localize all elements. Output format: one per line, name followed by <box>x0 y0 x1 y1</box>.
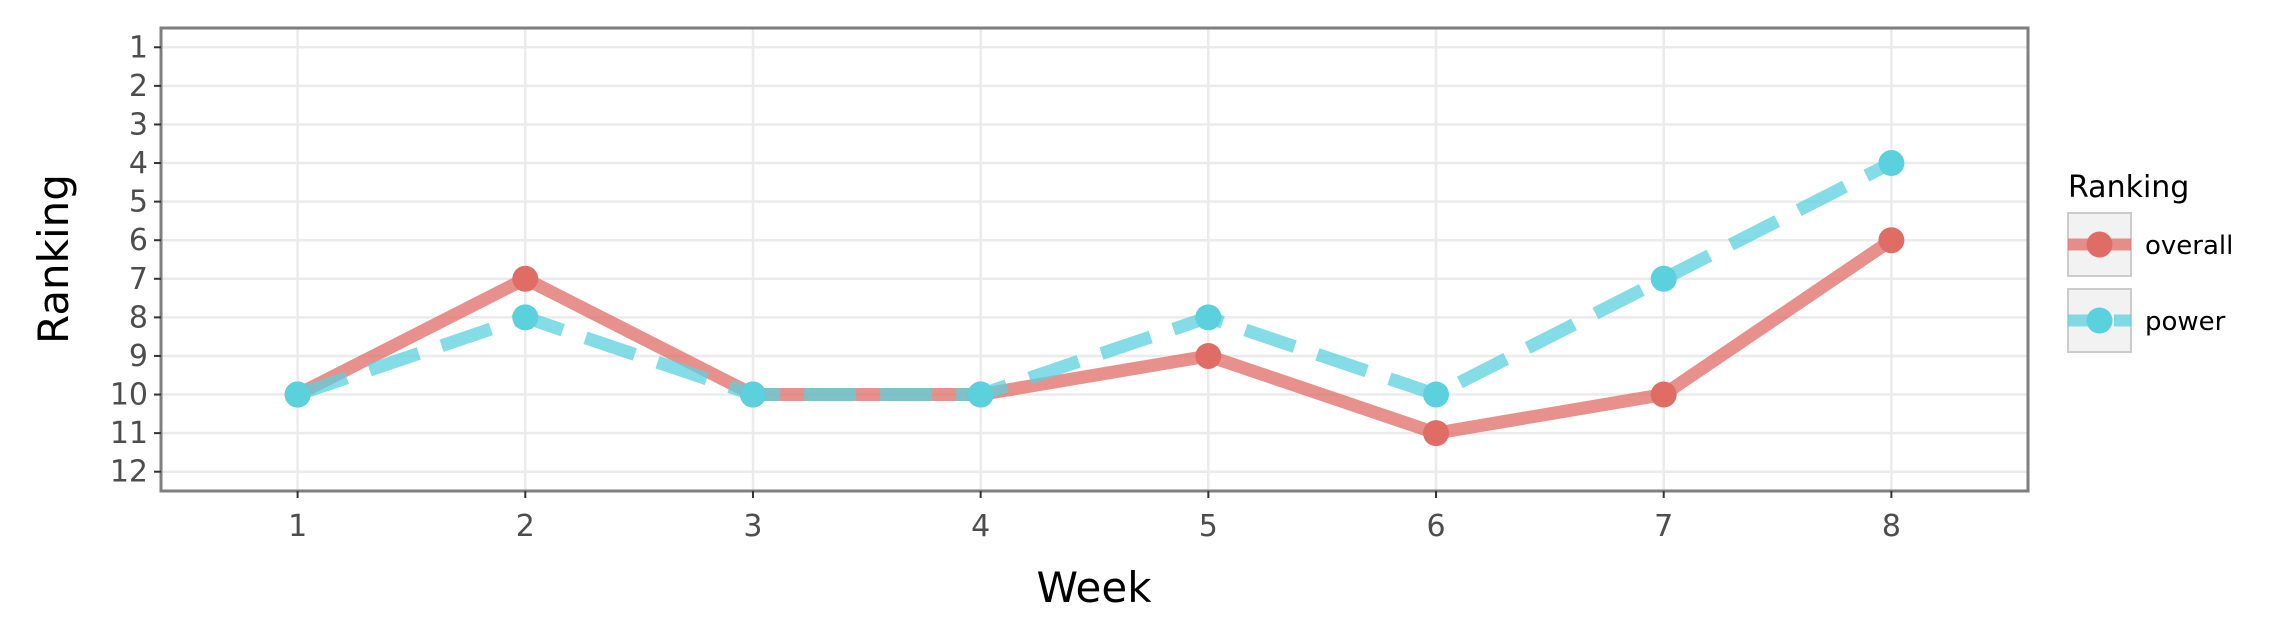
x-tick-label: 4 <box>971 509 990 544</box>
data-point-overall <box>1195 342 1222 369</box>
series-line-overall <box>294 234 1896 440</box>
y-tick-label: 3 <box>129 107 148 142</box>
data-point-power <box>967 381 994 408</box>
x-tick-label: 2 <box>516 509 535 544</box>
data-point-power <box>1878 150 1905 177</box>
data-point-overall <box>1878 227 1905 254</box>
legend-label: power <box>2145 307 2226 337</box>
data-point-overall <box>1423 420 1450 447</box>
y-tick-label: 11 <box>110 416 148 451</box>
data-point-power <box>739 381 766 408</box>
y-tick-label: 1 <box>129 30 148 65</box>
x-axis: 1 2 3 4 5 6 7 8 <box>288 491 1901 544</box>
data-point-power <box>284 381 311 408</box>
y-tick-label: 4 <box>129 146 148 181</box>
data-point-overall <box>1650 381 1677 408</box>
y-tick-label: 5 <box>129 185 148 220</box>
y-tick-label: 6 <box>129 223 148 258</box>
legend-key-point <box>2086 231 2113 258</box>
y-tick-label: 7 <box>129 262 148 297</box>
legend-title: Ranking <box>2068 170 2189 205</box>
y-axis-title: Ranking <box>29 174 78 344</box>
panel-background <box>161 28 2028 491</box>
data-point-overall <box>512 265 539 292</box>
x-tick-label: 5 <box>1199 509 1218 544</box>
legend-item-power: power <box>2067 288 2226 353</box>
x-axis-title: Week <box>1036 563 1152 612</box>
legend-key-point <box>2086 307 2113 334</box>
data-point-power <box>1195 304 1222 331</box>
panel-border <box>159 26 2030 493</box>
y-tick-label: 2 <box>129 69 148 104</box>
series-line-power <box>295 157 1895 401</box>
y-gridlines <box>161 46 2028 473</box>
y-tick-label: 8 <box>129 300 148 335</box>
y-tick-label: 12 <box>110 455 148 490</box>
legend: Ranking overall power <box>2067 170 2233 353</box>
legend-item-overall: overall <box>2067 212 2233 277</box>
x-tick-label: 3 <box>743 509 762 544</box>
data-point-power <box>1423 381 1450 408</box>
x-tick-label: 7 <box>1654 509 1673 544</box>
x-tick-label: 1 <box>288 509 307 544</box>
y-tick-label: 9 <box>129 339 148 374</box>
data-point-power <box>1650 265 1677 292</box>
x-gridlines <box>296 28 1893 491</box>
series-points <box>284 150 1905 447</box>
x-tick-label: 6 <box>1426 509 1445 544</box>
x-tick-label: 8 <box>1882 509 1901 544</box>
series-lines <box>294 157 1896 440</box>
legend-label: overall <box>2145 231 2233 261</box>
data-point-power <box>512 304 539 331</box>
y-tick-label: 10 <box>110 378 148 413</box>
